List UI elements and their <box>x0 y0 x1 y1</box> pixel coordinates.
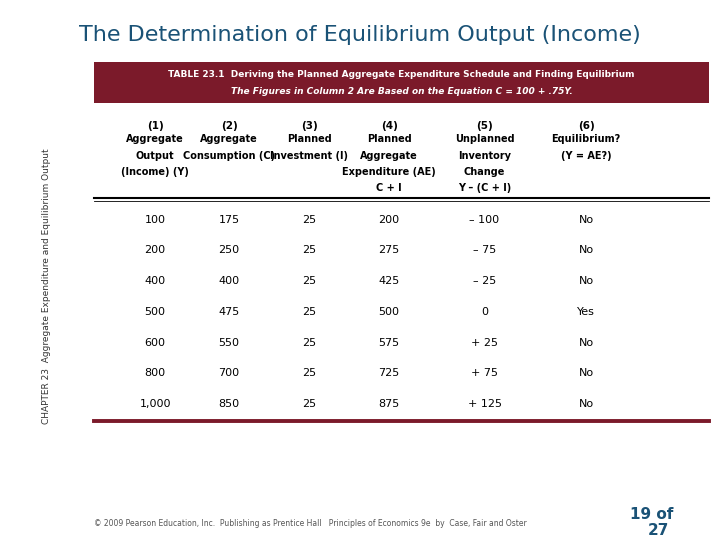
Text: (2): (2) <box>220 121 238 131</box>
Text: 200: 200 <box>145 245 166 255</box>
Text: Inventory: Inventory <box>458 151 511 160</box>
Text: Aggregate: Aggregate <box>200 134 258 144</box>
Text: Investment (I): Investment (I) <box>270 151 348 160</box>
Text: TABLE 23.1  Deriving the Planned Aggregate Expenditure Schedule and Finding Equi: TABLE 23.1 Deriving the Planned Aggregat… <box>168 70 634 79</box>
Text: The Determination of Equilibrium Output (Income): The Determination of Equilibrium Output … <box>79 25 641 45</box>
Text: Planned: Planned <box>287 134 331 144</box>
Text: – 100: – 100 <box>469 214 500 225</box>
Text: 475: 475 <box>218 307 240 317</box>
Text: 27: 27 <box>648 523 670 538</box>
Text: Consumption (C): Consumption (C) <box>183 151 275 160</box>
Text: No: No <box>578 245 594 255</box>
Text: 100: 100 <box>145 214 166 225</box>
Text: No: No <box>578 338 594 348</box>
Text: – 25: – 25 <box>473 276 496 286</box>
Text: (Income) (Y): (Income) (Y) <box>121 167 189 177</box>
Text: 550: 550 <box>219 338 240 348</box>
Text: 850: 850 <box>218 399 240 409</box>
Text: C + I: C + I <box>377 183 402 193</box>
Text: 25: 25 <box>302 368 316 379</box>
Text: (3): (3) <box>301 121 318 131</box>
Text: No: No <box>578 276 594 286</box>
Text: 400: 400 <box>218 276 240 286</box>
Text: 25: 25 <box>302 214 316 225</box>
Text: (4): (4) <box>381 121 397 131</box>
Text: 400: 400 <box>145 276 166 286</box>
Text: The Figures in Column 2 Are Based on the Equation C = 100 + .75Y.: The Figures in Column 2 Are Based on the… <box>230 87 572 96</box>
Text: 800: 800 <box>145 368 166 379</box>
Text: 0: 0 <box>481 307 488 317</box>
FancyBboxPatch shape <box>94 62 709 103</box>
Text: Expenditure (AE): Expenditure (AE) <box>342 167 436 177</box>
Text: + 75: + 75 <box>471 368 498 379</box>
Text: Change: Change <box>464 167 505 177</box>
Text: 25: 25 <box>302 338 316 348</box>
Text: CHAPTER 23  Aggregate Expenditure and Equilibrium Output: CHAPTER 23 Aggregate Expenditure and Equ… <box>42 148 51 424</box>
Text: No: No <box>578 214 594 225</box>
Text: 175: 175 <box>218 214 240 225</box>
Text: 25: 25 <box>302 245 316 255</box>
Text: 275: 275 <box>379 245 400 255</box>
Text: 25: 25 <box>302 307 316 317</box>
Text: + 125: + 125 <box>467 399 502 409</box>
Text: No: No <box>578 368 594 379</box>
Text: Aggregate: Aggregate <box>360 151 418 160</box>
Text: Planned: Planned <box>366 134 411 144</box>
Text: 25: 25 <box>302 399 316 409</box>
Text: Yes: Yes <box>577 307 595 317</box>
Text: Output: Output <box>136 151 174 160</box>
Text: 875: 875 <box>379 399 400 409</box>
Text: – 75: – 75 <box>473 245 496 255</box>
Text: Equilibrium?: Equilibrium? <box>552 134 621 144</box>
Text: (5): (5) <box>476 121 493 131</box>
Text: (6): (6) <box>577 121 595 131</box>
Text: Aggregate: Aggregate <box>126 134 184 144</box>
Text: 725: 725 <box>379 368 400 379</box>
Text: Y – (C + I): Y – (C + I) <box>458 183 511 193</box>
Text: 700: 700 <box>218 368 240 379</box>
Text: 575: 575 <box>379 338 400 348</box>
Text: 250: 250 <box>218 245 240 255</box>
Text: (1): (1) <box>147 121 163 131</box>
Text: © 2009 Pearson Education, Inc.  Publishing as Prentice Hall   Principles of Econ: © 2009 Pearson Education, Inc. Publishin… <box>94 519 526 528</box>
Text: 19 of: 19 of <box>630 507 673 522</box>
Text: (Y = AE?): (Y = AE?) <box>561 151 611 160</box>
Text: No: No <box>578 399 594 409</box>
Text: 200: 200 <box>379 214 400 225</box>
Text: 500: 500 <box>379 307 400 317</box>
Text: Unplanned: Unplanned <box>455 134 514 144</box>
Text: 500: 500 <box>145 307 166 317</box>
Text: 600: 600 <box>145 338 166 348</box>
Text: 1,000: 1,000 <box>140 399 171 409</box>
Text: 25: 25 <box>302 276 316 286</box>
Text: 425: 425 <box>379 276 400 286</box>
Text: + 25: + 25 <box>471 338 498 348</box>
